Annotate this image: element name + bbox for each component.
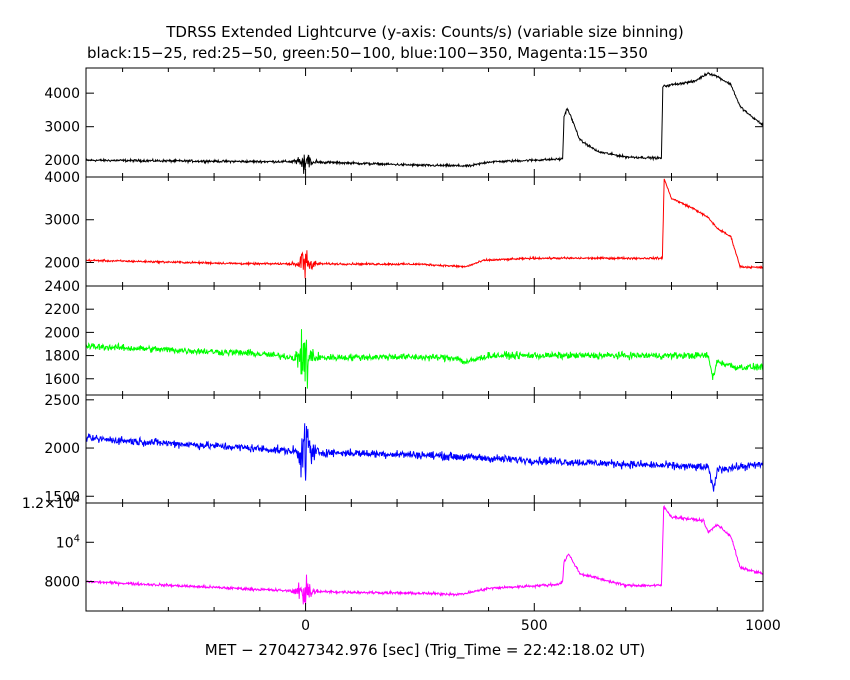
panel-2: 2000 3000 4000 (44, 170, 764, 287)
chart-title: TDRSS Extended Lightcurve (y-axis: Count… (165, 23, 684, 41)
series-line (86, 505, 763, 605)
panel-frame (85, 502, 764, 612)
y-tick-label: 1.2×104 (22, 494, 80, 512)
x-tick-label: 500 (521, 618, 548, 634)
y-tick-label: 2000 (44, 153, 80, 169)
y-tick-label: 1800 (44, 349, 80, 365)
y-tick-label: 3000 (44, 120, 80, 136)
panels-group: 2000300040002000300040001600180020002200… (22, 67, 764, 612)
chart-subtitle: black:15−25, red:25−50, green:50−100, bl… (87, 44, 648, 62)
y-tick-label: 3000 (44, 213, 80, 229)
x-tick-label: 0 (301, 618, 310, 634)
panel-3: 1600 1800 2000 2200 2400 (44, 279, 764, 396)
y-tick-label: 1600 (44, 372, 80, 388)
panel-1: 2000 3000 4000 (44, 67, 764, 178)
y-tick-label: 1500 (44, 489, 80, 505)
panel-5: 8000 104 1.2×104 (22, 494, 764, 612)
y-tick-label: 2500 (44, 393, 80, 409)
series-line (86, 71, 763, 174)
panel-4: 1500 2000 2500 (44, 393, 764, 505)
y-tick-label: 2000 (44, 325, 80, 341)
y-tick-label: 2200 (44, 302, 80, 318)
series-line (86, 178, 763, 279)
y-tick-label: 104 (56, 533, 80, 551)
y-tick-label: 4000 (44, 170, 80, 186)
x-tick-label: 1000 (745, 618, 781, 634)
series-line (86, 423, 763, 492)
y-tick-label: 4000 (44, 86, 80, 102)
panel-frame (85, 394, 764, 504)
x-axis-label: MET − 270427342.976 [sec] (Trig_Time = 2… (205, 641, 645, 660)
y-tick-label: 2000 (44, 255, 80, 271)
panel-frame (85, 176, 764, 287)
y-tick-label: 2400 (44, 279, 80, 295)
panel-frame (85, 285, 764, 396)
y-tick-label: 2000 (44, 441, 80, 457)
x-axis: 0 500 1000 (301, 618, 781, 634)
series-line (86, 329, 763, 389)
y-tick-label: 8000 (44, 575, 80, 591)
